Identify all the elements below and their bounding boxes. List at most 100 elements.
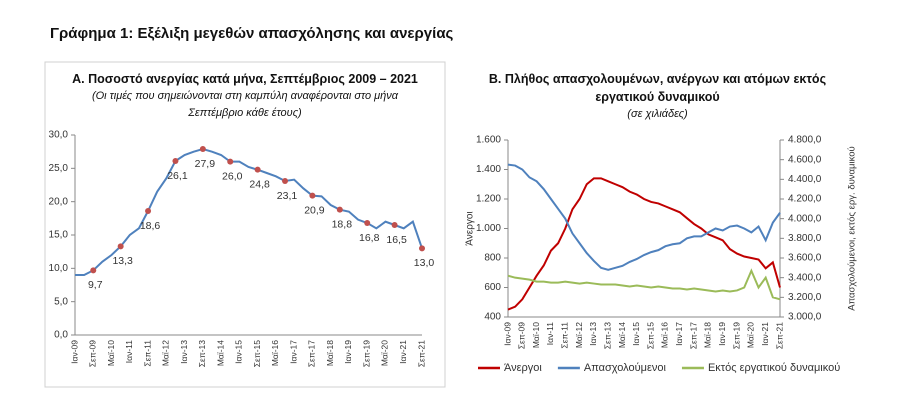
- y2-tick-label: 3.800,0: [788, 233, 822, 244]
- y2-axis-title: Απασχολούμενοι, εκτός εργ. δυναμικού: [847, 146, 858, 311]
- data-label: 13,0: [414, 257, 435, 269]
- x-tick-label: Ιαν-21: [760, 322, 770, 346]
- x-tick-label: Ιαν-17: [288, 340, 298, 364]
- x-tick-label: Σεπ-21: [774, 322, 784, 349]
- data-label: 16,8: [359, 232, 380, 244]
- x-tick-label: Σεπ-17: [307, 340, 317, 367]
- data-label: 9,7: [88, 279, 103, 291]
- x-tick-label: Μαϊ-18: [703, 322, 713, 348]
- chart-title: Β. Πλήθος απασχολουμένων, ανέργων και ατ…: [488, 72, 827, 104]
- data-point: [254, 166, 261, 173]
- x-tick-label: Ιαν-11: [124, 340, 134, 363]
- x-tick-label: Μαϊ-18: [325, 340, 335, 366]
- x-tick-label: Μαϊ-16: [660, 322, 670, 348]
- series-line: [507, 163, 781, 271]
- x-tick-label: Μαϊ-10: [531, 322, 541, 348]
- legend-label: Απασχολούμενοι: [584, 362, 667, 374]
- x-tick-label: Ιαν-19: [343, 340, 353, 364]
- y-tick-label: 1.400: [476, 164, 501, 175]
- y-tick-label: 30,0: [49, 130, 69, 141]
- page-title: Γράφημα 1: Εξέλιξη μεγεθών απασχόλησης κ…: [50, 25, 454, 42]
- y-tick-label: 10,0: [49, 263, 69, 274]
- y2-tick-label: 4.000,0: [788, 213, 822, 224]
- x-tick-label: Ιαν-13: [179, 340, 189, 364]
- data-point: [227, 158, 234, 165]
- x-tick-label: Μαϊ-14: [617, 322, 627, 348]
- data-point: [282, 178, 289, 184]
- x-tick-label: Ιαν-17: [674, 322, 684, 346]
- y2-tick-label: 4.600,0: [788, 154, 822, 165]
- data-label: 16,5: [386, 234, 407, 246]
- y2-tick-label: 4.200,0: [788, 194, 822, 205]
- legend-label: Άνεργοι: [504, 362, 542, 374]
- x-tick-label: Σεπ-13: [602, 322, 612, 349]
- x-tick-label: Σεπ-09: [517, 322, 527, 349]
- y-tick-label: 1.200: [476, 194, 501, 205]
- data-point: [145, 208, 152, 214]
- x-tick-label: Σεπ-15: [252, 340, 262, 367]
- y2-tick-label: 4.800,0: [788, 135, 822, 146]
- data-point: [391, 222, 398, 228]
- y-tick-label: 25,0: [49, 163, 69, 174]
- x-tick-label: Ιαν-09: [502, 322, 512, 346]
- series-line: [75, 147, 423, 276]
- x-tick-label: Μαϊ-20: [746, 322, 756, 348]
- x-tick-label: Ιαν-15: [631, 322, 641, 346]
- chart-title: Α. Ποσοστό ανεργίας κατά μήνα, Σεπτέμβρι…: [72, 72, 418, 86]
- data-label: 24,8: [249, 178, 270, 190]
- data-label: 26,1: [167, 170, 188, 182]
- chart-frame: [44, 61, 446, 388]
- data-point: [336, 206, 343, 213]
- x-tick-label: Ιαν-11: [545, 322, 555, 345]
- x-tick-label: Μαϊ-10: [106, 340, 116, 366]
- y-axis-title: Άνεργοι: [465, 211, 476, 245]
- x-tick-label: Μαϊ-12: [574, 322, 584, 348]
- y-tick-label: 0,0: [54, 330, 68, 341]
- y-tick-label: 5,0: [54, 296, 68, 307]
- series-line: [507, 177, 781, 311]
- data-label: 20,9: [304, 204, 325, 216]
- x-tick-label: Ιαν-15: [234, 340, 244, 364]
- x-tick-label: Σεπ-13: [197, 340, 207, 367]
- y-tick-label: 1.000: [476, 223, 501, 234]
- y-tick-label: 20,0: [49, 196, 69, 207]
- y2-tick-label: 3.200,0: [788, 292, 822, 303]
- data-point: [90, 267, 97, 274]
- data-point: [199, 146, 206, 152]
- y2-tick-label: 3.000,0: [788, 312, 822, 323]
- x-tick-label: Ιαν-09: [69, 340, 79, 364]
- data-point: [419, 245, 425, 252]
- x-tick-label: Σεπ-19: [731, 322, 741, 349]
- data-label: 18,6: [140, 220, 161, 232]
- y-tick-label: 600: [484, 282, 501, 293]
- x-tick-label: Σεπ-09: [88, 340, 98, 367]
- legend-label: Εκτός εργατικού δυναμικού: [708, 362, 840, 374]
- data-label: 27,9: [195, 158, 216, 170]
- x-tick-label: Ιαν-13: [588, 322, 598, 346]
- data-label: 23,1: [277, 190, 298, 202]
- data-label: 18,8: [332, 218, 353, 230]
- y2-tick-label: 3.400,0: [788, 272, 822, 283]
- x-tick-label: Μαϊ-16: [270, 340, 280, 366]
- chart-subtitle: (Οι τιμές που σημειώνονται στη καμπύλη α…: [91, 90, 399, 119]
- x-tick-label: Σεπ-15: [645, 322, 655, 349]
- chart-subtitle: (σε χιλιάδες): [627, 108, 688, 120]
- x-tick-label: Σεπ-17: [688, 322, 698, 349]
- x-tick-label: Σεπ-11: [560, 322, 570, 349]
- series-line: [507, 268, 781, 301]
- data-point: [117, 243, 124, 250]
- y-tick-label: 15,0: [49, 230, 69, 241]
- data-label: 26,0: [222, 170, 243, 182]
- y2-tick-label: 4.400,0: [788, 174, 822, 185]
- data-point: [364, 220, 371, 226]
- x-tick-label: Ιαν-21: [398, 340, 408, 364]
- x-tick-label: Μαϊ-12: [161, 340, 171, 366]
- x-tick-label: Σεπ-11: [142, 340, 152, 367]
- x-tick-label: Σεπ-19: [361, 340, 371, 367]
- x-tick-label: Μαϊ-20: [380, 340, 390, 366]
- data-point: [172, 158, 179, 164]
- x-tick-label: Ιαν-19: [717, 322, 727, 346]
- y-tick-label: 800: [484, 253, 501, 264]
